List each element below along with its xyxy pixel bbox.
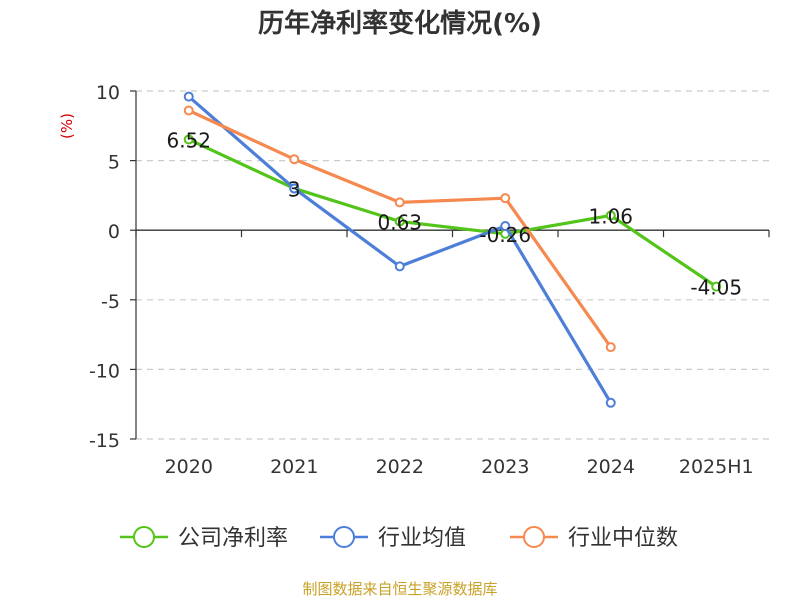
- data-point: [183, 105, 194, 116]
- data-point: [394, 216, 405, 227]
- data-point: [394, 197, 405, 208]
- y-tick-label: -5: [101, 291, 120, 313]
- legend-label: 行业均值: [378, 526, 466, 551]
- source-footnote: 制图数据来自恒生聚源数据库: [302, 580, 497, 598]
- data-point: [183, 134, 194, 145]
- legend-marker: [523, 526, 545, 548]
- x-tick-label: 2024: [587, 456, 635, 478]
- data-label-layer: 6.52 3 0.63 -0.26 1.06 -4.05: [166, 128, 742, 299]
- chart-title: 历年净利率变化情况(%): [258, 8, 542, 39]
- x-tick-label: 2021: [270, 456, 318, 478]
- axis-layer: 10 5 0 -5 -10 -15 2020 2021 2022 2023 2024 2025H1: [89, 82, 770, 478]
- data-point: [500, 221, 511, 232]
- series-0: [183, 134, 722, 292]
- y-tick-label: -10: [89, 360, 120, 382]
- x-tick-label: 2023: [481, 456, 529, 478]
- legend: 公司净利率 行业均值 行业中位数: [120, 526, 678, 551]
- data-point: [711, 281, 722, 292]
- legend-marker: [133, 526, 155, 548]
- legend-item: 行业均值: [320, 526, 466, 551]
- x-tick-label: 2020: [165, 456, 213, 478]
- data-label: 1.06: [588, 204, 633, 228]
- legend-label: 公司净利率: [178, 526, 288, 551]
- y-axis-label: (%): [58, 113, 76, 139]
- x-tick-label: 2022: [376, 456, 424, 478]
- data-point: [394, 261, 405, 272]
- series-layer: [183, 91, 722, 408]
- y-tick-label: -15: [89, 430, 120, 452]
- y-tick-label: 5: [108, 152, 120, 174]
- legend-item: 行业中位数: [510, 526, 678, 551]
- data-label: -0.26: [479, 223, 531, 247]
- series-line: [187, 94, 613, 405]
- series-1: [183, 91, 616, 408]
- y-tick-label: 0: [108, 221, 120, 243]
- data-point: [183, 91, 194, 102]
- y-tick-label: 10: [96, 82, 120, 104]
- x-tick-label: 2025H1: [679, 456, 754, 478]
- legend-marker: [333, 526, 355, 548]
- data-label: 6.52: [166, 128, 211, 152]
- grid-layer: [136, 90, 769, 440]
- data-label: 0.63: [377, 210, 422, 234]
- legend-label: 行业中位数: [568, 526, 678, 551]
- data-point: [289, 154, 300, 165]
- data-point: [605, 210, 616, 221]
- legend-item: 公司净利率: [120, 526, 288, 551]
- data-label: 3: [288, 177, 301, 201]
- data-point: [289, 183, 300, 194]
- data-point: [605, 342, 616, 353]
- data-point: [500, 193, 511, 204]
- data-point: [605, 397, 616, 408]
- data-label: -4.05: [690, 276, 742, 300]
- series-line: [187, 137, 718, 289]
- series-2: [183, 105, 616, 353]
